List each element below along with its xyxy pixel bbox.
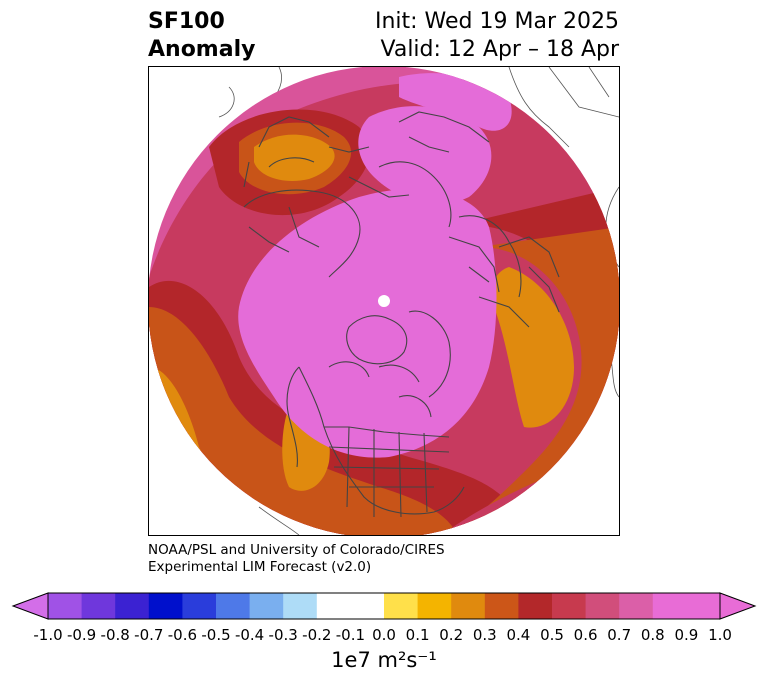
colorbar-tick-label: 0.1: [405, 626, 430, 644]
colorbar-tick-label: 0.6: [573, 626, 598, 644]
colorbar-cell: [182, 593, 217, 619]
colorbar-over-arrow: [719, 592, 757, 620]
credit-line-2: Experimental LIM Forecast (v2.0): [148, 559, 372, 575]
colorbar-cell: [283, 593, 318, 619]
colorbar-cells: [48, 593, 721, 619]
colorbar-tick-label: -0.3: [268, 626, 298, 644]
colorbar-tick-label: -0.7: [134, 626, 164, 644]
colorbar-cell: [81, 593, 116, 619]
colorbar-cell: [518, 593, 553, 619]
anomaly-map: [149, 67, 619, 535]
colorbar-tick-label: -0.2: [302, 626, 332, 644]
colorbar-tick-labels: -1.0 -0.9 -0.8 -0.7 -0.6 -0.5 -0.4 -0.3 -0.2 -0.1…: [0, 626, 768, 646]
colorbar-cell: [585, 593, 620, 619]
colorbar-tick-label: 0.5: [540, 626, 564, 644]
colorbar-cell: [148, 593, 183, 619]
colorbar-cell: [451, 593, 486, 619]
credit-text: NOAA/PSL and University of Colorado/CIRE…: [148, 542, 445, 576]
colorbar-tick-label: 0.7: [607, 626, 632, 644]
colorbar-cell: [652, 593, 687, 619]
valid-range: Valid: 12 Apr – 18 Apr: [380, 37, 620, 62]
colorbar-cell: [48, 593, 83, 619]
map-title: SF100 Anomaly: [148, 8, 255, 64]
map-panel: [148, 66, 620, 536]
colorbar-cell: [115, 593, 150, 619]
colorbar-cell: [316, 593, 351, 619]
title-variable: SF100: [148, 9, 225, 34]
coastlines: [243, 111, 560, 518]
colorbar-cell: [552, 593, 587, 619]
colorbar-cell: [249, 593, 284, 619]
forecast-dates: Init: Wed 19 Mar 2025 Valid: 12 Apr – 18…: [375, 8, 619, 64]
colorbar-cell: [686, 593, 721, 619]
colorbar-units: 1e7 m²s⁻¹: [331, 648, 437, 672]
colorbar-under-arrow: [11, 592, 49, 620]
colorbar-tick-label: 0.0: [372, 626, 396, 644]
colorbar-cell: [216, 593, 251, 619]
colorbar-tick-label: 1.0: [708, 626, 732, 644]
colorbar-cell: [619, 593, 654, 619]
title-type: Anomaly: [148, 37, 256, 62]
colorbar-tick-label: -0.1: [335, 626, 366, 644]
colorbar-cell: [417, 593, 452, 619]
colorbar-tick-label: -1.0: [33, 626, 63, 644]
colorbar-outline: [47, 592, 721, 620]
colorbar-tick-label: -0.6: [167, 626, 198, 644]
credit-line-1: NOAA/PSL and University of Colorado/CIRE…: [148, 542, 445, 558]
colorbar-cell: [484, 593, 519, 619]
colorbar: [11, 592, 757, 620]
colorbar-tick-label: -0.8: [100, 626, 130, 644]
colorbar-cell: [350, 593, 385, 619]
init-date: Init: Wed 19 Mar 2025: [374, 9, 619, 34]
north-pole-marker: [378, 295, 390, 307]
colorbar-tick-label: 0.4: [506, 626, 531, 644]
colorbar-cell: [384, 593, 419, 619]
colorbar-tick-label: 0.3: [472, 626, 497, 644]
colorbar-tick-label: 0.9: [674, 626, 699, 644]
colorbar-tick-label: -0.5: [201, 626, 231, 644]
colorbar-tick-label: -0.4: [234, 626, 265, 644]
colorbar-tick-label: 0.8: [640, 626, 665, 644]
anomaly-field: [149, 67, 619, 535]
colorbar-tick-label: 0.2: [439, 626, 464, 644]
colorbar-tick-label: -0.9: [66, 626, 97, 644]
